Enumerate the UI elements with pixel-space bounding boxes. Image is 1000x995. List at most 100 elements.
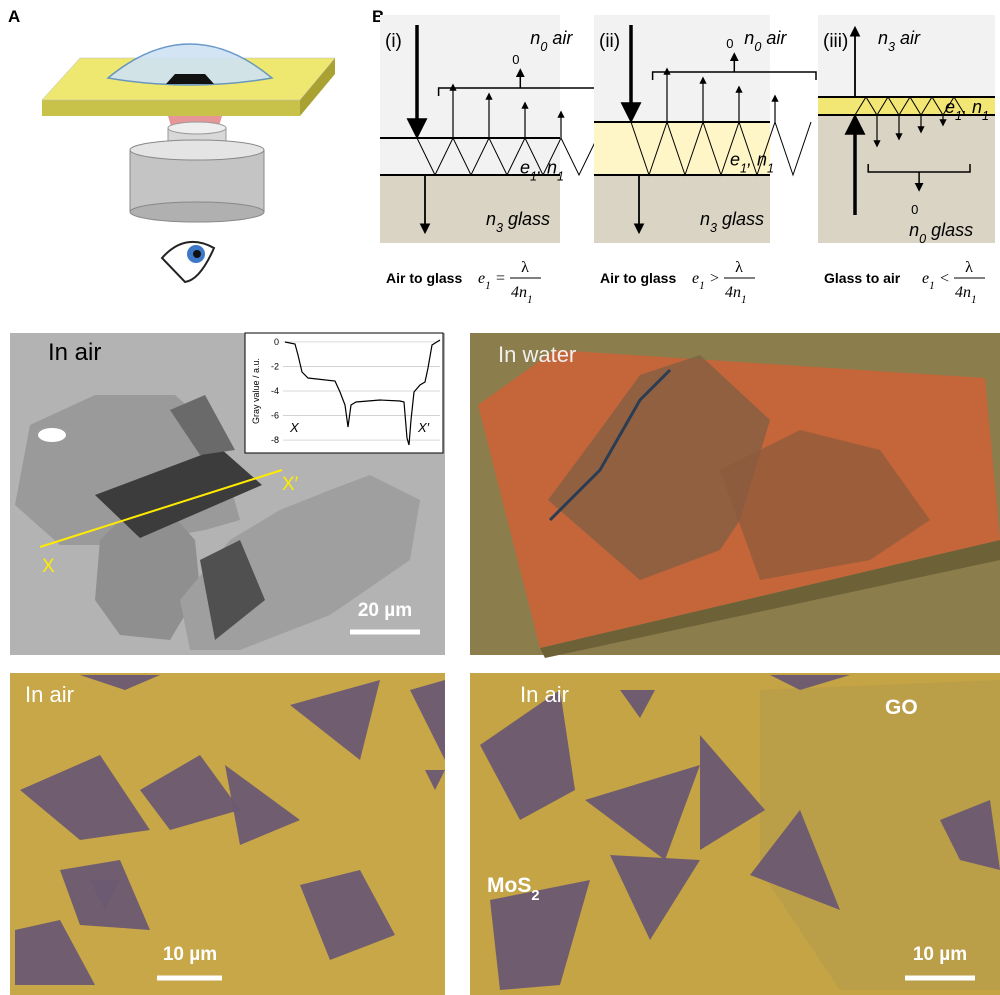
subscript: 1: [527, 294, 533, 306]
condition: In water: [498, 342, 576, 367]
subscript: 1: [982, 109, 989, 123]
flake: [770, 675, 850, 690]
flake: [700, 735, 765, 850]
y-tick-label: -2: [271, 361, 279, 371]
text-part: , n: [747, 150, 767, 170]
top-medium: n3 air: [878, 28, 921, 54]
medium-bottom: [380, 175, 560, 243]
relation-lhs: e1: [922, 270, 935, 292]
text-part: n: [878, 28, 888, 48]
zigzag: [630, 120, 812, 177]
text-part: e: [692, 270, 699, 287]
flake: [300, 870, 395, 960]
flake: [610, 855, 700, 940]
condition: In air: [48, 339, 101, 366]
scale-bar-label: 10 µm: [163, 944, 217, 965]
wrinkle: [548, 368, 672, 522]
subscript: 1: [740, 162, 747, 176]
subscript: 1: [485, 280, 491, 292]
layer-label: e1, n1: [520, 158, 564, 184]
subscript: 2: [531, 888, 539, 904]
y-tick-label: -6: [271, 411, 279, 421]
flake: [480, 690, 575, 820]
text-part: e: [945, 97, 955, 117]
y-axis-label: Gray value / a.u.: [251, 358, 261, 424]
numerator: λ: [965, 259, 973, 276]
objective-face: [129, 139, 265, 161]
subscript: 3: [710, 221, 717, 235]
scale-bar-label: 20 µm: [358, 600, 412, 621]
text-part: air: [547, 28, 573, 48]
subscript: 1: [741, 294, 747, 306]
flake: [425, 770, 445, 790]
subscript: 0: [540, 40, 547, 54]
numerator: λ: [521, 259, 529, 276]
objective-bottom: [129, 201, 265, 223]
top-medium: n0 air: [744, 28, 787, 54]
operator: <: [940, 270, 949, 287]
caption: Glass to air: [824, 270, 901, 286]
text-part: e: [520, 158, 530, 178]
flake: [200, 540, 265, 640]
film: [380, 138, 560, 175]
scale-bar-label: 10 µm: [913, 944, 967, 965]
order-label: 0: [726, 36, 733, 51]
bottom-medium: n3 glass: [486, 209, 550, 235]
medium-bottom: [818, 115, 995, 243]
layer-label: e1, n1: [730, 150, 774, 176]
zigzag: [416, 136, 598, 177]
text-part: e: [730, 150, 740, 170]
case-tag: (iii): [823, 31, 848, 52]
y-tick-label: -8: [271, 435, 279, 445]
line-end-label: X′: [282, 474, 299, 495]
flake: [720, 430, 930, 580]
subscript: 3: [888, 40, 895, 54]
panel-label: A: [8, 7, 20, 26]
text-part: e: [922, 270, 929, 287]
text-part: glass: [717, 209, 764, 229]
flake: [225, 765, 300, 845]
text-part: n: [486, 209, 496, 229]
order-label: 0: [911, 202, 918, 217]
flake: [490, 880, 590, 990]
text-part: 4n: [955, 284, 971, 301]
numerator: λ: [735, 259, 743, 276]
case-tag: (i): [385, 31, 402, 52]
flake: [620, 690, 655, 718]
operator: >: [710, 270, 719, 287]
bottom-medium: n3 glass: [700, 209, 764, 235]
subscript: 1: [530, 170, 537, 184]
denominator: 4n1: [511, 284, 533, 306]
y-tick-label: -4: [271, 386, 279, 396]
flake: [585, 765, 700, 860]
operator: =: [496, 270, 505, 287]
flake: [15, 920, 95, 985]
text-part: glass: [926, 220, 973, 240]
profile-line: [39, 469, 283, 548]
top-medium: n0 air: [530, 28, 573, 54]
flake: [20, 755, 150, 840]
bright-spot: [38, 428, 66, 442]
subscript: 0: [754, 40, 761, 54]
sample-flake: [166, 74, 214, 84]
caption: Air to glass: [600, 270, 676, 286]
flake: [95, 490, 200, 640]
text-part: air: [761, 28, 787, 48]
text-part: e: [478, 270, 485, 287]
text-part: n: [530, 28, 540, 48]
flake: [170, 395, 235, 455]
text-part: n: [744, 28, 754, 48]
medium-bottom: [594, 175, 770, 243]
slab-right: [300, 58, 335, 116]
subscript: 3: [496, 221, 503, 235]
flake: [290, 680, 380, 760]
material-label: GO: [885, 696, 918, 719]
subscript: 1: [699, 280, 705, 292]
subscript: 1: [557, 170, 564, 184]
text-part: n: [700, 209, 710, 229]
profile-end: X′: [417, 420, 430, 435]
relation-lhs: e1: [478, 270, 491, 292]
text-part: 4n: [511, 284, 527, 301]
medium-top: [818, 15, 995, 97]
